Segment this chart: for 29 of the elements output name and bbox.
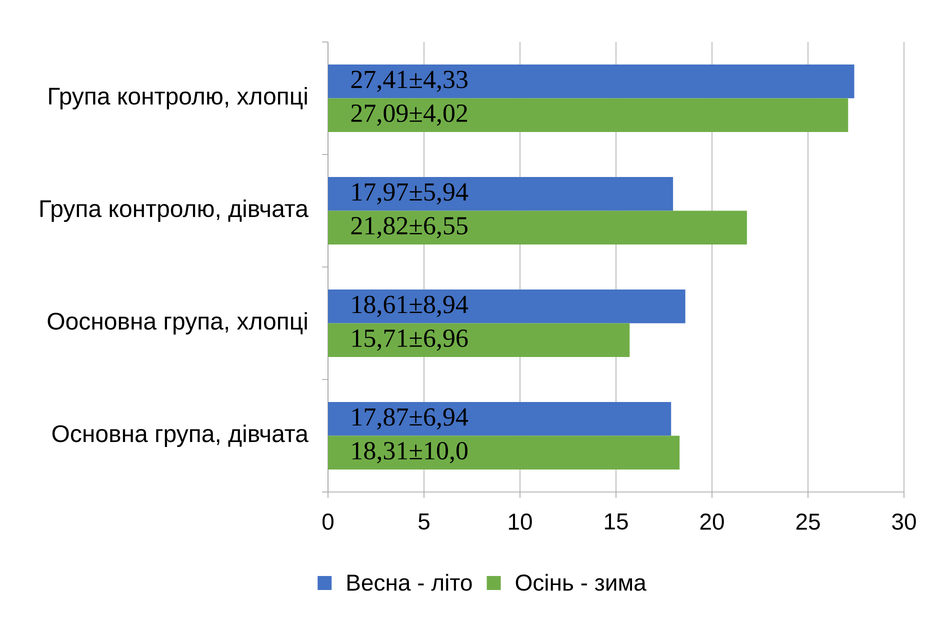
data-label: 27,41±4,33 <box>351 70 468 92</box>
bar <box>328 64 854 98</box>
legend-label: Осінь - зима <box>516 574 646 591</box>
data-label: 18,31±10,0 <box>352 442 468 464</box>
data-label: 27,09±4,02 <box>351 104 468 126</box>
x-tick-label: 25 <box>796 514 820 530</box>
data-label: 17,87±6,94 <box>352 408 468 430</box>
bar <box>328 98 848 132</box>
y-tick-label: Група контролю, хлопці <box>49 87 307 110</box>
bar <box>328 210 747 244</box>
bar <box>328 290 686 324</box>
x-tick-label: 20 <box>700 514 724 530</box>
x-tick-label: 10 <box>508 514 532 530</box>
x-tick-label: 0 <box>322 514 334 530</box>
data-label: 21,82±6,55 <box>351 216 468 238</box>
bar <box>328 176 674 211</box>
y-tick-label: Оосновна група, хлопці <box>48 312 307 334</box>
bar <box>328 323 630 357</box>
y-tick-label: Група контролю, дівчата <box>40 200 308 222</box>
x-tick-label: 15 <box>604 514 628 530</box>
x-tick-label: 5 <box>418 514 430 530</box>
data-label: 18,61±8,94 <box>352 296 468 318</box>
bar <box>328 436 680 470</box>
x-tick-label: 30 <box>892 514 916 530</box>
y-tick-label: Основна група, дівчата <box>52 424 308 447</box>
legend-label: Весна - літо <box>348 574 472 591</box>
bar <box>328 402 672 436</box>
data-label: 15,71±6,96 <box>352 330 468 351</box>
data-label: 17,97±5,94 <box>352 183 468 204</box>
